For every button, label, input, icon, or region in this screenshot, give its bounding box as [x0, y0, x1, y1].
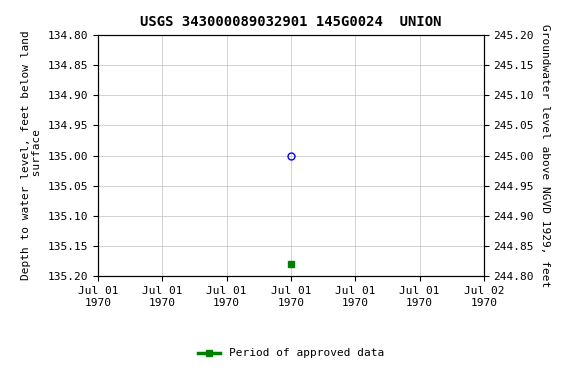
- Y-axis label: Groundwater level above NGVD 1929, feet: Groundwater level above NGVD 1929, feet: [540, 24, 550, 287]
- Title: USGS 343000089032901 145G0024  UNION: USGS 343000089032901 145G0024 UNION: [140, 15, 442, 29]
- Y-axis label: Depth to water level, feet below land
 surface: Depth to water level, feet below land su…: [21, 31, 42, 280]
- Legend: Period of approved data: Period of approved data: [194, 344, 388, 363]
